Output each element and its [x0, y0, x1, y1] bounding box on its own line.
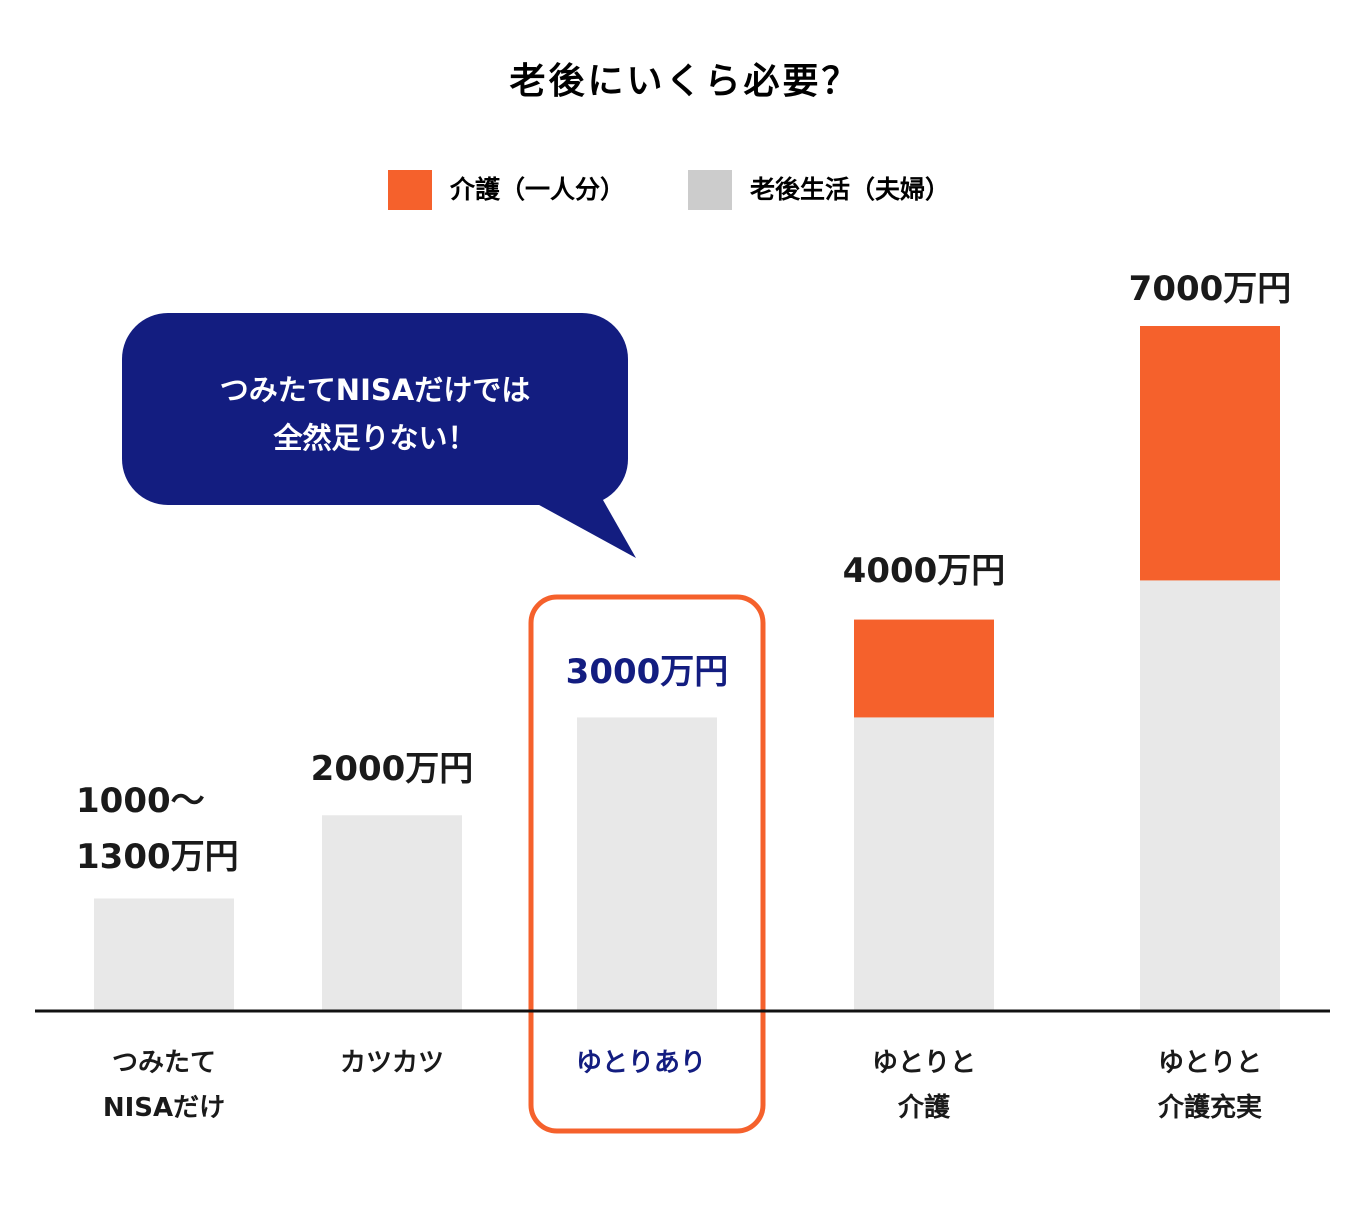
value-label-4-0: 7000万円 [1129, 269, 1292, 309]
bubble-tail [530, 500, 636, 558]
value-label-0-0: 1000～ [76, 781, 205, 821]
category-label-1-0: カツカツ [340, 1048, 444, 1078]
bubble-body [122, 313, 628, 505]
category-label-2-0: ゆとりあり [576, 1048, 706, 1078]
bar-2-series-0 [577, 717, 717, 1011]
bar-3-series-0 [854, 717, 994, 1011]
value-label-2-0: 3000万円 [566, 652, 729, 692]
category-label-0-0: つみたて [112, 1048, 216, 1078]
bar-4-series-0 [1140, 580, 1280, 1011]
legend-swatch-0 [388, 170, 432, 210]
value-label-3-0: 4000万円 [843, 551, 1006, 591]
category-label-4-1: 介護充実 [1157, 1092, 1262, 1123]
category-label-0-1: NISAだけ [103, 1093, 225, 1123]
category-label-3-1: 介護 [897, 1092, 951, 1123]
highlight-rect [528, 594, 766, 1134]
bar-3-series-1 [854, 619, 994, 718]
chart-title: 老後にいくら必要？ [509, 61, 860, 102]
value-label-1-0: 2000万円 [311, 749, 474, 789]
legend-label-1: 老後生活（夫婦） [750, 175, 950, 204]
category-label-4-0: ゆとりと [1158, 1048, 1262, 1078]
bar-0-series-0 [94, 898, 234, 1011]
bars [94, 326, 1280, 1011]
category-label-3-0: ゆとりと [872, 1048, 976, 1078]
bar-1-series-0 [322, 815, 462, 1011]
bubble-text-1: 全然足りない！ [272, 421, 476, 455]
legend-label-0: 介護（一人分） [449, 175, 625, 204]
highlight-frame [528, 594, 766, 1134]
value-labels: 1000～ 1300万円 2000万円 3000万円 4000万円 7000万円 [76, 269, 1291, 877]
value-label-0-1: 1300万円 [76, 837, 239, 877]
legend-swatch-1 [688, 170, 732, 210]
legend: 介護（一人分） 老後生活（夫婦） [388, 170, 950, 210]
bar-4-series-1 [1140, 326, 1280, 581]
bubble-text-0: つみたてNISAだけでは [220, 373, 530, 407]
